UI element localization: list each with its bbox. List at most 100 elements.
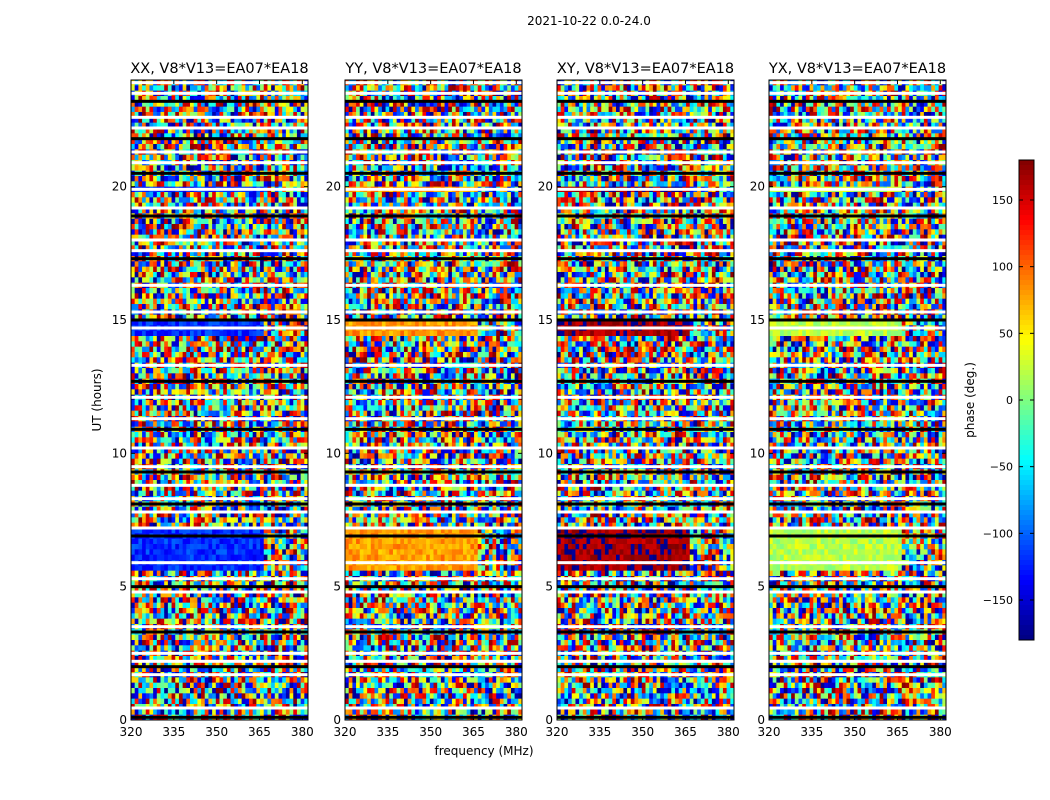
heatmap-cell — [160, 528, 165, 534]
heatmap-cell — [138, 490, 143, 497]
heatmap-cell — [234, 373, 239, 380]
heatmap-cell — [245, 234, 250, 241]
heatmap-cell — [234, 250, 239, 257]
heatmap-cell — [263, 512, 268, 518]
heatmap-cell — [156, 202, 161, 209]
heatmap-cell — [160, 373, 165, 380]
heatmap-cell — [186, 357, 191, 364]
heatmap-cell — [267, 357, 272, 364]
heatmap-cell — [263, 122, 268, 129]
heatmap-cell — [182, 341, 187, 348]
heatmap-cell — [241, 442, 246, 449]
heatmap-cell — [300, 250, 305, 257]
heatmap-cell — [219, 250, 224, 257]
heatmap-cell — [142, 277, 147, 284]
heatmap-cell — [304, 437, 308, 444]
heatmap-cell — [201, 528, 206, 534]
heatmap-cell — [267, 277, 272, 284]
heatmap-cell — [142, 346, 147, 353]
heatmap-cell — [142, 138, 147, 145]
heatmap-cell — [197, 298, 202, 305]
heatmap-cell — [193, 437, 198, 444]
heatmap-cell — [186, 133, 191, 140]
heatmap-cell — [241, 181, 246, 188]
heatmap-cell — [153, 357, 158, 364]
heatmap-cell — [234, 485, 239, 492]
heatmap-cell — [256, 602, 261, 609]
heatmap-cell — [193, 304, 198, 310]
heatmap-cell — [186, 570, 191, 577]
heatmap-cell — [164, 549, 169, 556]
heatmap-cell — [153, 261, 158, 268]
heatmap-cell — [256, 474, 261, 481]
heatmap-cell — [267, 368, 272, 374]
heatmap-cell — [204, 528, 209, 534]
heatmap-cell — [260, 202, 265, 209]
heatmap-cells — [131, 80, 308, 720]
heatmap-cell — [153, 458, 158, 465]
heatmap-cell — [267, 133, 272, 140]
heatmap-cell — [153, 400, 158, 406]
heatmap-cell — [256, 272, 261, 278]
heatmap-cell — [263, 85, 268, 92]
heatmap-cell — [263, 522, 268, 529]
heatmap-cell — [193, 144, 198, 150]
heatmap-cell — [226, 570, 231, 577]
heatmap-cell — [160, 181, 165, 188]
heatmap-cell — [304, 229, 308, 236]
heatmap-cell — [296, 250, 302, 257]
heatmap-cell — [171, 266, 176, 273]
heatmap-cell — [282, 197, 287, 204]
heatmap-cell — [300, 133, 305, 140]
heatmap-cell — [204, 341, 209, 348]
heatmap-cell — [237, 357, 243, 364]
heatmap-cell — [289, 528, 294, 534]
heatmap-cell — [153, 384, 158, 390]
heatmap-cell — [263, 314, 268, 321]
heatmap-cell — [149, 122, 154, 129]
heatmap-cell — [289, 453, 294, 460]
heatmap-cell — [131, 272, 136, 278]
heatmap-cell — [138, 437, 143, 444]
heatmap-cell — [285, 389, 290, 396]
heatmap-cell — [145, 138, 150, 145]
heatmap-cell — [178, 506, 184, 513]
heatmap-cell — [274, 181, 279, 188]
heatmap-cell — [149, 389, 154, 396]
heatmap-cell — [182, 602, 187, 609]
heatmap-cell — [249, 357, 254, 364]
heatmap-cell — [142, 229, 147, 236]
heatmap-cell — [267, 250, 272, 257]
heatmap-cell — [131, 448, 136, 454]
heatmap-cell — [201, 304, 206, 310]
heatmap-cell — [182, 506, 187, 513]
heatmap-cell — [249, 480, 254, 486]
heatmap-cell — [197, 592, 202, 598]
heatmap-cell — [237, 112, 243, 118]
heatmap-cell — [241, 602, 246, 609]
heatmap-cell — [164, 544, 169, 550]
heatmap-cell — [201, 602, 206, 609]
heatmap-cell — [197, 448, 202, 454]
heatmap-cell — [223, 405, 228, 412]
heatmap-cell — [263, 224, 268, 230]
heatmap-cell — [164, 410, 169, 417]
heatmap-cell — [190, 437, 195, 444]
heatmap-cell — [134, 400, 139, 406]
heatmap-cell — [156, 437, 161, 444]
heatmap-cell — [186, 229, 191, 236]
heatmap-cell — [223, 373, 228, 380]
heatmap-cell — [274, 341, 279, 348]
heatmap-cell — [241, 400, 246, 406]
heatmap-cell — [296, 320, 302, 326]
heatmap-cell — [201, 384, 206, 390]
heatmap-cell — [267, 581, 272, 588]
heatmap-cell — [278, 176, 283, 182]
heatmap-cell — [145, 421, 150, 428]
heatmap-cell — [149, 490, 154, 497]
heatmap-cell — [274, 245, 279, 252]
heatmap-cell — [197, 437, 202, 444]
heatmap-cell — [223, 357, 228, 364]
heatmap-cell — [215, 320, 220, 326]
heatmap-cell — [289, 218, 294, 225]
